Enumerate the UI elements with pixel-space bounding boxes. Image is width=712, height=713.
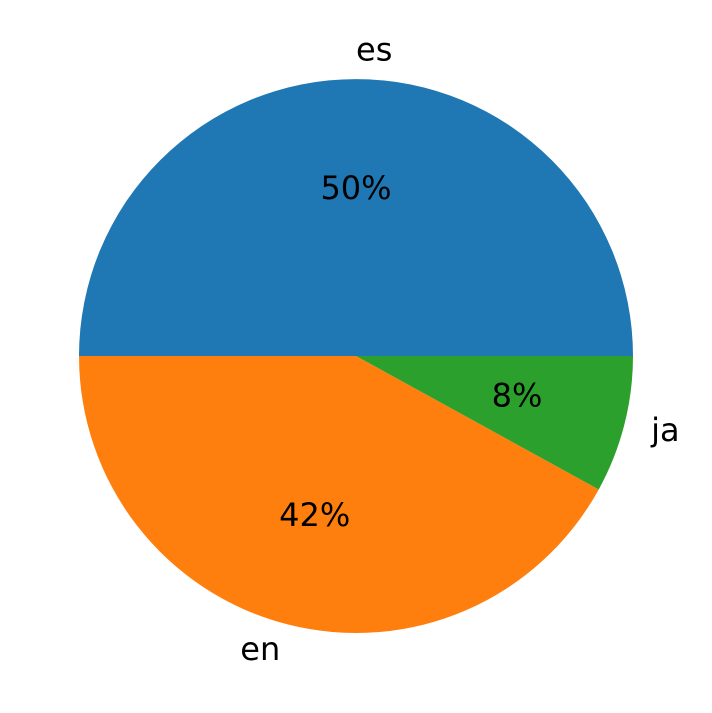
value-label: 50% xyxy=(320,169,391,207)
value-label: 42% xyxy=(279,496,350,534)
pie-slice xyxy=(356,356,633,490)
pie-slice xyxy=(79,356,599,633)
pie-slice xyxy=(79,79,633,356)
slice-label: en xyxy=(240,630,280,668)
value-label: 8% xyxy=(492,376,543,414)
slice-label: es xyxy=(356,30,392,68)
slice-label: ja xyxy=(650,411,680,449)
